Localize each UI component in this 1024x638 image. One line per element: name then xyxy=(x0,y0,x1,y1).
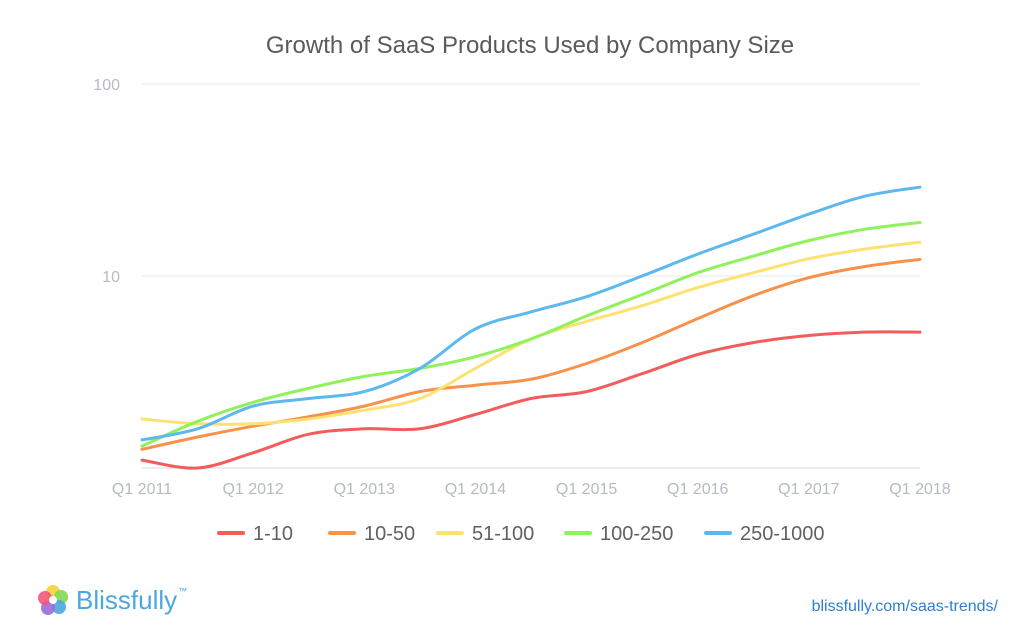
brand-logo: Blissfully ™ xyxy=(36,580,187,620)
y-tick-label: 100 xyxy=(93,77,120,94)
legend-item: 250-1000 xyxy=(704,523,825,545)
brand-trademark: ™ xyxy=(178,586,188,596)
x-tick-label: Q1 2014 xyxy=(445,481,506,498)
x-tick-label: Q1 2012 xyxy=(222,481,283,498)
series-line-1-10 xyxy=(140,330,922,470)
x-axis-ticks: Q1 2011 Q1 2012 Q1 2013 Q1 2014 Q1 2015 Q1 20… xyxy=(112,481,951,498)
blissfully-flower-icon xyxy=(38,585,68,615)
legend-label: 10-50 xyxy=(364,523,415,545)
series-line-250-1000 xyxy=(140,185,922,442)
x-tick-label: Q1 2016 xyxy=(667,481,728,498)
legend-item: 51-100 xyxy=(436,523,534,545)
x-tick-label: Q1 2013 xyxy=(334,481,395,498)
x-tick-label: Q1 2017 xyxy=(778,481,839,498)
source-link[interactable]: blissfully.com/saas-trends/ xyxy=(811,598,998,615)
legend-label: 100-250 xyxy=(600,523,673,545)
series-line-100-250 xyxy=(140,221,922,448)
y-axis-ticks: 100 10 xyxy=(93,77,120,286)
legend: 1-10 10-50 51-100 100-250 250-1000 xyxy=(217,523,825,545)
legend-label: 250-1000 xyxy=(740,523,825,545)
grid-lines xyxy=(142,83,920,469)
brand-name: Blissfully xyxy=(76,584,178,615)
x-tick-label: Q1 2018 xyxy=(889,481,950,498)
series-lines xyxy=(140,185,922,470)
chart-title: Growth of SaaS Products Used by Company … xyxy=(265,32,795,59)
y-tick-label: 10 xyxy=(102,269,120,286)
legend-item: 100-250 xyxy=(564,523,673,545)
x-tick-label: Q1 2015 xyxy=(556,481,617,498)
legend-item: 1-10 xyxy=(217,523,293,545)
legend-label: 1-10 xyxy=(253,523,293,545)
x-tick-label: Q1 2011 xyxy=(112,481,172,498)
series-line-10-50 xyxy=(140,257,922,451)
legend-label: 51-100 xyxy=(472,523,534,545)
legend-item: 10-50 xyxy=(328,523,415,545)
